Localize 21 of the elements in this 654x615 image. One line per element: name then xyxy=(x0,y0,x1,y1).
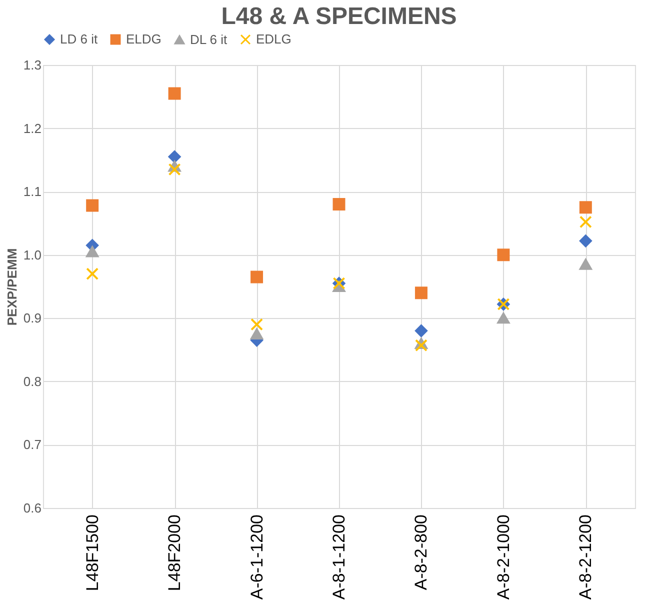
x-tick-label: A-8-2-1000 xyxy=(494,514,513,600)
y-tick-label: 1.3 xyxy=(23,58,42,72)
x-tick-label: A-6-1-1200 xyxy=(247,514,266,600)
y-tick-label: 0.8 xyxy=(23,374,42,389)
y-tick-label: 1.2 xyxy=(23,120,42,136)
x-tick-label: A-8-1-1200 xyxy=(330,514,348,600)
y-tick-label: 1.1 xyxy=(23,184,42,200)
x-tick-label: A-8-2-800 xyxy=(412,514,431,590)
x-tick-label: L48F2000 xyxy=(165,514,184,592)
y-axis-title: PEXP/PEMM xyxy=(4,248,20,326)
y-tick-label: 1.0 xyxy=(23,247,42,262)
y-tick-label: 0.9 xyxy=(23,310,42,326)
legend-label: EDLG xyxy=(256,32,292,47)
y-tick-label: 0.7 xyxy=(23,437,42,452)
legend-label: ELDG xyxy=(126,32,162,47)
chart-title: L48 & A SPECIMENS xyxy=(221,3,457,30)
legend-label: DL 6 it xyxy=(190,32,228,47)
x-tick-label: A-8-2-1200 xyxy=(576,514,596,600)
y-tick-label: 0.6 xyxy=(23,500,42,516)
x-tick-label: L48F1500 xyxy=(82,514,102,592)
legend-label: LD 6 it xyxy=(60,32,98,47)
